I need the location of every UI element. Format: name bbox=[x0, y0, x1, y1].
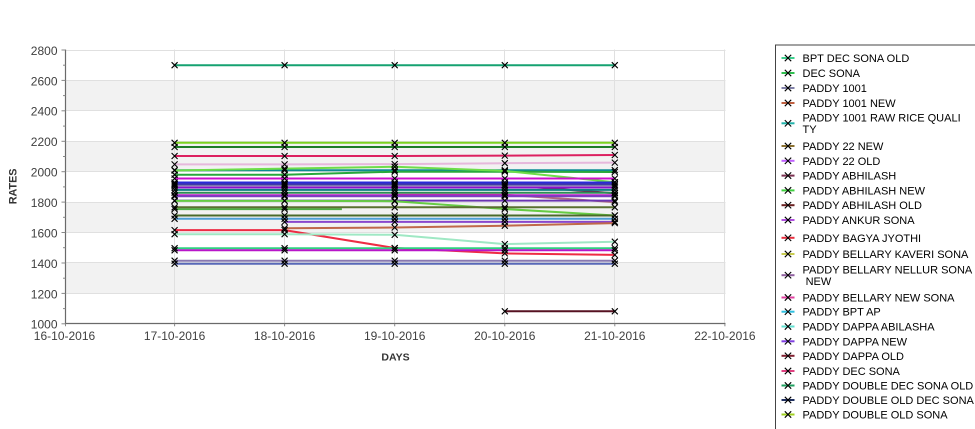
svg-text:18-10-2016: 18-10-2016 bbox=[254, 329, 316, 343]
svg-text:PADDY DAPPA ABILASHA: PADDY DAPPA ABILASHA bbox=[803, 322, 936, 334]
svg-text:PADDY DAPPA NEW: PADDY DAPPA NEW bbox=[803, 336, 908, 348]
svg-text:PADDY DAPPA OLD: PADDY DAPPA OLD bbox=[803, 351, 905, 363]
svg-text:PADDY ABHILASH NEW: PADDY ABHILASH NEW bbox=[803, 185, 926, 197]
svg-text:PADDY 22 OLD: PADDY 22 OLD bbox=[803, 156, 881, 168]
svg-text:2600: 2600 bbox=[31, 74, 58, 88]
svg-text:PADDY 22 NEW: PADDY 22 NEW bbox=[803, 141, 885, 153]
svg-text:1600: 1600 bbox=[31, 226, 58, 240]
svg-text:RATES: RATES bbox=[8, 169, 20, 205]
svg-text:16-10-2016: 16-10-2016 bbox=[34, 329, 96, 343]
svg-text:PADDY DOUBLE OLD DEC SONA: PADDY DOUBLE OLD DEC SONA bbox=[803, 395, 975, 407]
svg-text:1200: 1200 bbox=[31, 287, 58, 301]
svg-text:BPT DEC SONA OLD: BPT DEC SONA OLD bbox=[803, 53, 910, 65]
svg-text:NEW: NEW bbox=[806, 276, 832, 288]
svg-text:2400: 2400 bbox=[31, 105, 58, 119]
svg-text:2800: 2800 bbox=[31, 44, 58, 58]
svg-text:PADDY BELLARY KAVERI SONA: PADDY BELLARY KAVERI SONA bbox=[803, 249, 970, 261]
svg-text:2200: 2200 bbox=[31, 135, 58, 149]
svg-text:17-10-2016: 17-10-2016 bbox=[144, 329, 206, 343]
svg-text:TY: TY bbox=[803, 124, 818, 136]
svg-text:1400: 1400 bbox=[31, 257, 58, 271]
svg-text:PADDY 1001: PADDY 1001 bbox=[803, 83, 867, 95]
svg-text:DEC SONA: DEC SONA bbox=[803, 68, 861, 80]
svg-text:1000: 1000 bbox=[31, 318, 58, 332]
svg-text:PADDY BELLARY NEW SONA: PADDY BELLARY NEW SONA bbox=[803, 293, 956, 305]
svg-text:PADDY DOUBLE OLD SONA: PADDY DOUBLE OLD SONA bbox=[803, 410, 949, 422]
svg-text:2000: 2000 bbox=[31, 166, 58, 180]
svg-text:22-10-2016: 22-10-2016 bbox=[694, 329, 756, 343]
svg-text:PADDY BPT AP: PADDY BPT AP bbox=[803, 307, 881, 319]
svg-text:PADDY 1001 RAW RICE QUALI: PADDY 1001 RAW RICE QUALI bbox=[803, 113, 961, 125]
svg-text:PADDY 1001 NEW: PADDY 1001 NEW bbox=[803, 98, 897, 110]
svg-text:PADDY BAGYA JYOTHI: PADDY BAGYA JYOTHI bbox=[803, 233, 922, 245]
svg-text:1800: 1800 bbox=[31, 196, 58, 210]
svg-text:20-10-2016: 20-10-2016 bbox=[474, 329, 536, 343]
svg-text:PADDY BELLARY NELLUR SONA: PADDY BELLARY NELLUR SONA bbox=[803, 264, 973, 276]
svg-text:21-10-2016: 21-10-2016 bbox=[584, 329, 646, 343]
svg-text:PADDY ABHILASH OLD: PADDY ABHILASH OLD bbox=[803, 200, 922, 212]
svg-text:PADDY ABHILASH: PADDY ABHILASH bbox=[803, 171, 897, 183]
svg-text:PADDY DOUBLE DEC SONA OLD: PADDY DOUBLE DEC SONA OLD bbox=[803, 381, 974, 393]
svg-text:PADDY ANKUR SONA: PADDY ANKUR SONA bbox=[803, 215, 916, 227]
svg-text:PADDY DEC SONA: PADDY DEC SONA bbox=[803, 366, 901, 378]
svg-text:DAYS: DAYS bbox=[381, 351, 409, 363]
svg-text:19-10-2016: 19-10-2016 bbox=[364, 329, 426, 343]
